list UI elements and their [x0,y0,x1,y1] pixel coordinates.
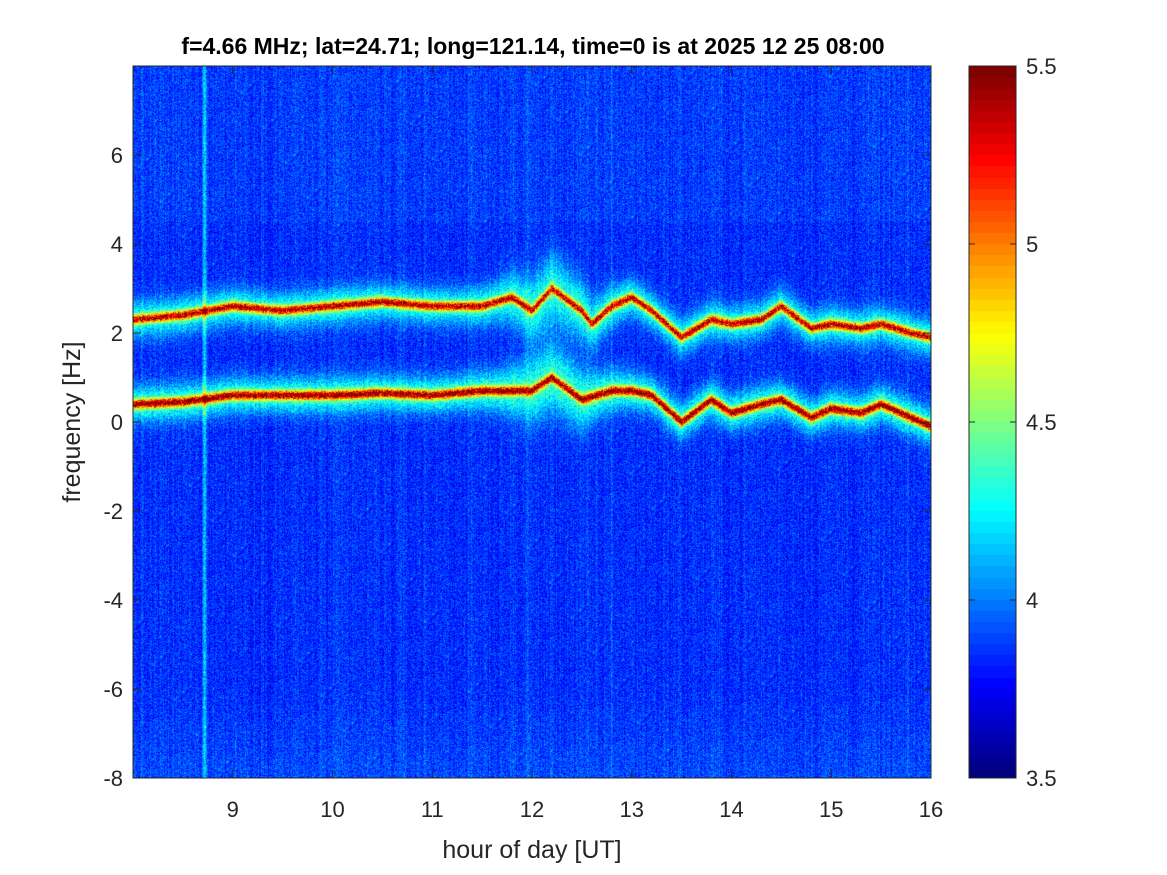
x-axis-label: hour of day [UT] [442,836,621,864]
colorbar-image-holder [969,66,1016,778]
x-tick-label: 12 [520,797,544,822]
y-tick-label: -8 [103,766,123,791]
chart-title: f=4.66 MHz; lat=24.71; long=121.14, time… [181,33,884,59]
x-tick-label: 9 [227,797,239,822]
colorbar-tick-label: 4 [1026,588,1038,613]
y-tick-label: -2 [103,499,123,524]
plot-area: 9 10 11 12 13 14 15 16 -8 -6 -4 -2 0 2 4 6 [103,65,943,822]
y-tick-label: 4 [111,232,123,257]
y-tick-label: -6 [103,677,123,702]
y-tick-label: 0 [111,410,123,435]
x-axis: 9 10 11 12 13 14 15 16 [227,66,943,822]
x-tick-label: 11 [421,797,444,822]
colorbar-tick-label: 3.5 [1026,766,1057,791]
colorbar: 3.5 4 4.5 5 5.5 [968,54,1057,791]
spectrogram-heatmap [133,66,931,778]
colorbar-tick-label: 4.5 [1026,410,1057,435]
colorbar-ticks: 3.5 4 4.5 5 5.5 [969,54,1057,791]
y-axis: -8 -6 -4 -2 0 2 4 6 [103,143,931,791]
x-tick-label: 13 [620,797,644,822]
colorbar-tick-label: 5.5 [1026,54,1057,79]
colorbar-tick-label: 5 [1026,232,1038,257]
x-tick-label: 15 [819,797,843,822]
y-axis-label: frequency [Hz] [58,341,86,502]
spectrogram-image-holder [133,66,931,778]
x-tick-label: 10 [320,797,344,822]
y-tick-label: -4 [103,588,123,613]
x-tick-label: 14 [719,797,743,822]
x-tick-label: 16 [919,797,943,822]
y-tick-label: 6 [111,143,123,168]
y-tick-label: 2 [111,321,123,346]
colorbar-gradient [969,66,1016,778]
